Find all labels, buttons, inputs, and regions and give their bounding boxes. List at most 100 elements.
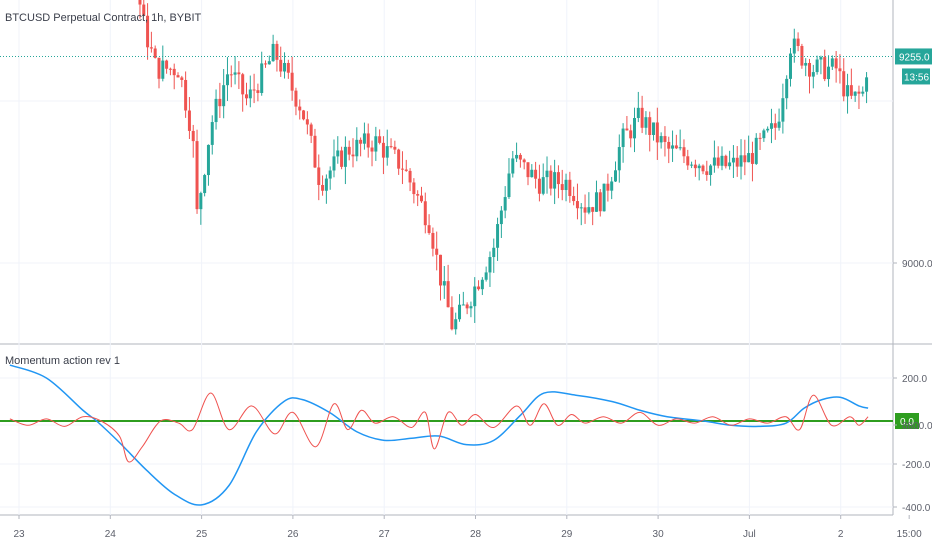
candle-body xyxy=(359,139,363,144)
candle-body xyxy=(165,60,169,69)
candle-body xyxy=(518,154,522,160)
candle-body xyxy=(534,169,538,179)
candle-body xyxy=(594,192,598,212)
candle-body xyxy=(199,193,203,210)
candle-body xyxy=(827,66,831,80)
time-tick-label: 29 xyxy=(561,529,573,540)
candle-body xyxy=(583,207,587,213)
candle-body xyxy=(465,304,469,309)
indicator-tick-label: -400.0 xyxy=(902,503,931,514)
candle-body xyxy=(602,183,606,212)
candle-body xyxy=(328,170,332,179)
candle-body xyxy=(309,124,313,136)
candle-body xyxy=(496,224,500,248)
candle-body xyxy=(652,122,656,135)
candle-body xyxy=(256,90,260,93)
candle-body xyxy=(522,159,526,163)
candle-body xyxy=(671,145,675,149)
candle-body xyxy=(560,184,564,191)
candle-body xyxy=(203,175,207,194)
candle-body xyxy=(530,169,534,178)
candle-body xyxy=(808,62,812,77)
candle-body xyxy=(792,38,796,54)
candle-body xyxy=(484,272,488,280)
candle-body xyxy=(777,121,781,128)
candle-body xyxy=(427,225,431,233)
candle-body xyxy=(172,68,176,76)
candle-body xyxy=(678,147,682,149)
candle-body xyxy=(537,178,541,194)
indicator-tick-label: -200.0 xyxy=(902,460,931,471)
candle-body xyxy=(800,45,804,66)
candle-body xyxy=(302,110,306,120)
candle-body xyxy=(389,146,393,148)
candle-body xyxy=(731,157,735,163)
candle-body xyxy=(214,98,218,123)
candle-body xyxy=(788,53,792,79)
candle-body xyxy=(168,68,172,70)
time-tick-label: 2 xyxy=(838,529,844,540)
candle-body xyxy=(446,281,450,308)
candle-body xyxy=(157,57,161,79)
candle-body xyxy=(735,157,739,167)
candle-body xyxy=(324,178,328,191)
candle-body xyxy=(705,171,709,175)
candle-body xyxy=(305,119,309,125)
candle-body xyxy=(283,62,287,72)
candle-body xyxy=(693,164,697,169)
candle-body xyxy=(248,89,252,99)
candle-body xyxy=(492,247,496,258)
time-tick-label: 15:00 xyxy=(897,529,922,540)
candle-body xyxy=(499,210,503,225)
candle-body xyxy=(648,117,652,135)
candle-body xyxy=(279,59,283,72)
candle-body xyxy=(298,106,302,111)
candle-body xyxy=(819,57,823,60)
candle-body xyxy=(640,107,644,128)
candle-body xyxy=(716,157,720,166)
candle-body xyxy=(241,74,245,95)
candle-body xyxy=(545,170,549,178)
candle-body xyxy=(743,155,747,163)
candle-body xyxy=(587,207,591,213)
candle-body xyxy=(454,319,458,330)
candle-body xyxy=(450,307,454,330)
candle-body xyxy=(264,63,268,65)
candle-body xyxy=(712,157,716,166)
candle-body xyxy=(556,172,560,185)
candle-body xyxy=(431,232,435,249)
candle-body xyxy=(686,156,690,166)
candle-body xyxy=(343,146,347,167)
candle-body xyxy=(347,146,351,155)
axes: 9800.09600.09400.09000.08800.0200.0-200.… xyxy=(13,259,932,540)
candle-body xyxy=(423,201,427,226)
zero-tag-label: 0.0 xyxy=(900,417,914,428)
zero-tag xyxy=(895,413,919,429)
candle-body xyxy=(374,136,378,152)
time-tick-label: 23 xyxy=(13,529,25,540)
candle-body xyxy=(709,165,713,175)
current-price-line: 9255.0 13:56 xyxy=(0,48,932,85)
candle-body xyxy=(526,162,530,178)
candle-body xyxy=(416,194,420,196)
candle-body xyxy=(321,184,325,191)
candle-body xyxy=(606,183,610,191)
candle-body xyxy=(572,195,576,202)
candle-body xyxy=(176,75,180,78)
candle-body xyxy=(754,137,758,164)
candle-body xyxy=(218,98,222,107)
candle-body xyxy=(336,150,340,157)
price-tick-label: 8800.0 xyxy=(902,421,932,432)
candle-body xyxy=(317,167,321,185)
candle-body xyxy=(663,136,667,142)
candle-body xyxy=(568,179,572,196)
chart-title: BTCUSD Perpetual Contract, 1h, BYBIT xyxy=(5,12,202,24)
candle-body xyxy=(815,59,819,73)
candle-body xyxy=(260,63,264,93)
time-tick-label: 26 xyxy=(287,529,299,540)
candle-body xyxy=(252,89,256,91)
candle-body xyxy=(507,173,511,198)
candle-body xyxy=(397,149,401,169)
momentum-indicator: 0.0 xyxy=(0,364,919,506)
